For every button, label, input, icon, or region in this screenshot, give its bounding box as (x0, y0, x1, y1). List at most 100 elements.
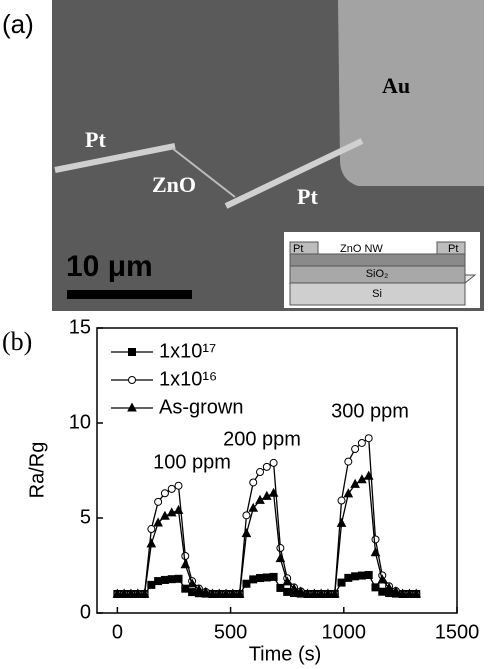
marker (173, 504, 184, 514)
marker (404, 588, 415, 598)
zno-wire (171, 147, 236, 198)
marker (200, 586, 211, 596)
marker (207, 588, 218, 598)
marker (363, 470, 374, 480)
marker (214, 588, 225, 598)
marker (248, 502, 259, 512)
marker (234, 588, 245, 598)
marker (364, 571, 373, 579)
marker (268, 487, 279, 497)
marker (147, 580, 156, 589)
marker (357, 474, 367, 484)
legend-label: 1x10¹⁶ (159, 368, 217, 390)
marker (378, 587, 387, 596)
marker (357, 438, 366, 447)
marker (119, 588, 130, 598)
legend-marker (127, 402, 137, 412)
marker (350, 478, 360, 488)
inset-label: Pt (448, 243, 458, 255)
scale-bar (67, 290, 192, 299)
marker (337, 578, 346, 587)
marker (174, 481, 183, 490)
marker (357, 571, 366, 580)
inset-label: ZnO NW (340, 243, 383, 255)
marker (337, 496, 346, 505)
x-tick-label: 1500 (435, 621, 480, 643)
marker (269, 458, 278, 467)
image-label: Au (382, 73, 410, 98)
marker (316, 588, 326, 598)
image-label: Pt (85, 127, 106, 152)
image-label: Pt (297, 184, 318, 209)
marker (343, 488, 354, 498)
y-tick-label: 0 (80, 601, 91, 623)
marker (302, 588, 313, 598)
pt-wire (224, 138, 364, 209)
marker (289, 583, 299, 593)
marker (269, 572, 278, 581)
marker (181, 584, 190, 593)
marker (344, 457, 353, 466)
marker (276, 583, 285, 592)
marker (160, 489, 169, 498)
marker (397, 588, 408, 598)
y-tick-label: 15 (69, 316, 91, 338)
y-tick-label: 5 (80, 506, 91, 528)
marker (249, 575, 258, 584)
annotation: 100 ppm (153, 451, 231, 473)
marker (139, 588, 150, 598)
pt-contact (436, 241, 466, 255)
inset-label: Pt (293, 243, 303, 255)
annotation: 200 ppm (223, 428, 301, 450)
marker (249, 478, 258, 487)
marker (336, 517, 347, 527)
marker (167, 484, 176, 493)
marker (262, 573, 271, 582)
x-tick-label: 1000 (322, 621, 367, 643)
panel-label: (a) (2, 9, 34, 39)
inset-label: SiO₂ (366, 268, 389, 280)
panel-label: (b) (2, 327, 32, 356)
marker (242, 511, 251, 520)
marker (351, 445, 360, 454)
legend-marker (128, 376, 136, 384)
marker (153, 517, 163, 527)
legend-label: As-grown (159, 396, 243, 418)
legend-marker (128, 348, 136, 356)
marker (371, 583, 380, 592)
pt-wire (54, 143, 176, 173)
marker (262, 462, 271, 471)
marker (255, 494, 265, 504)
marker (188, 588, 197, 597)
marker (221, 588, 231, 598)
marker (174, 574, 183, 583)
marker (241, 528, 252, 538)
marker (276, 544, 285, 553)
nw-layer (289, 253, 466, 267)
marker (377, 574, 388, 584)
pt-contact (289, 241, 319, 255)
plot-frame (96, 327, 458, 614)
marker (344, 573, 353, 582)
marker (371, 535, 380, 544)
marker (194, 584, 204, 594)
marker (261, 490, 272, 500)
marker (384, 582, 394, 592)
image-label: ZnO (152, 172, 196, 197)
y-axis-title: Ra/Rg (26, 442, 48, 499)
marker (323, 588, 333, 598)
marker (160, 575, 169, 584)
marker (180, 559, 191, 569)
marker (391, 586, 401, 596)
annotation: 300 ppm (331, 400, 409, 422)
marker (132, 588, 143, 598)
marker (146, 538, 157, 548)
marker (154, 577, 163, 586)
marker (329, 588, 340, 598)
marker (309, 588, 320, 598)
marker (147, 525, 156, 534)
marker (351, 572, 360, 581)
marker (181, 552, 190, 560)
scale-label: 10 μm (66, 250, 153, 283)
